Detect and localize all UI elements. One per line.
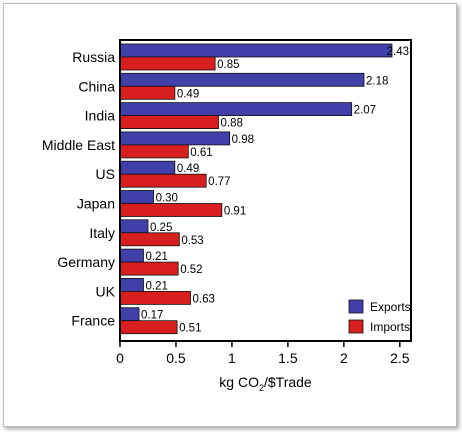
bar-chart: Russia 2.43 0.85 China 2.18 0.49 India 2.07 0.88… (42, 39, 412, 393)
exports-value-label: 0.30 (156, 193, 178, 205)
exports-value-label: 0.21 (146, 280, 168, 292)
legend-label-imports: Imports (370, 320, 410, 334)
imports-value-label: 0.63 (193, 293, 215, 305)
exports-value-label: 0.98 (232, 134, 254, 146)
exports-value-label: 2.43 (387, 46, 409, 58)
figure-frame: Russia 2.43 0.85 China 2.18 0.49 India 2.07 0.88… (3, 3, 457, 427)
x-tick-label: 1 (228, 350, 236, 366)
x-tick-label: 1.5 (278, 350, 298, 366)
imports-value-label: 0.91 (224, 206, 246, 218)
exports-value-label: 0.21 (146, 251, 168, 263)
imports-bar (119, 232, 180, 247)
imports-value-label: 0.61 (190, 147, 212, 159)
imports-bar (119, 261, 179, 276)
exports-bar (119, 277, 144, 292)
category-label-middle-east: Middle East (42, 137, 115, 153)
exports-value-label: 0.17 (141, 310, 163, 322)
imports-bar (119, 144, 189, 159)
x-axis-label-subscript: 2 (259, 383, 264, 393)
legend-swatch-exports (348, 299, 364, 314)
category-label-germany: Germany (57, 254, 115, 270)
category-label-uk: UK (96, 283, 116, 299)
x-tick-label: 0 (116, 350, 124, 366)
imports-value-label: 0.85 (217, 59, 239, 71)
imports-bar (119, 203, 223, 217)
plot-border (119, 39, 412, 342)
category-label-us: US (96, 166, 115, 182)
category-label-india: India (85, 108, 116, 124)
legend-label-exports: Exports (370, 300, 411, 314)
imports-bar (119, 56, 216, 71)
exports-bar (119, 248, 144, 263)
imports-bar (119, 85, 176, 100)
legend-swatch-imports (348, 319, 364, 334)
exports-value-label: 2.07 (354, 105, 376, 117)
imports-value-label: 0.52 (180, 264, 202, 276)
imports-bar (119, 320, 178, 335)
exports-bar (119, 190, 154, 204)
exports-value-label: 0.49 (177, 163, 199, 175)
category-label-italy: Italy (89, 225, 115, 241)
exports-bar (119, 307, 140, 322)
x-axis-label: kg CO2/$Trade (219, 374, 312, 393)
category-label-japan: Japan (77, 196, 115, 212)
exports-bar (119, 43, 393, 58)
category-label-russia: Russia (72, 49, 115, 65)
category-label-france: France (71, 313, 115, 329)
imports-value-label: 0.51 (179, 323, 201, 335)
imports-value-label: 0.49 (177, 88, 199, 100)
x-tick-label: 2 (340, 350, 348, 366)
x-axis-label-main: kg CO (219, 374, 259, 390)
exports-bar (119, 160, 176, 175)
imports-value-label: 0.53 (181, 235, 203, 247)
exports-bar (119, 131, 231, 146)
category-label-china: China (78, 78, 115, 94)
imports-value-label: 0.77 (208, 176, 230, 188)
exports-value-label: 0.25 (150, 222, 172, 234)
exports-value-label: 2.18 (366, 75, 388, 87)
exports-bar (119, 102, 353, 116)
x-axis-label-tail: /$Trade (264, 374, 312, 390)
exports-bar (119, 219, 149, 234)
exports-bar (119, 72, 365, 87)
imports-bar (119, 173, 207, 188)
imports-value-label: 0.88 (220, 118, 242, 130)
imports-bar (119, 290, 191, 305)
x-tick-label: 0.5 (166, 350, 186, 366)
imports-bar (119, 115, 219, 129)
x-tick-label: 2.5 (390, 350, 410, 366)
